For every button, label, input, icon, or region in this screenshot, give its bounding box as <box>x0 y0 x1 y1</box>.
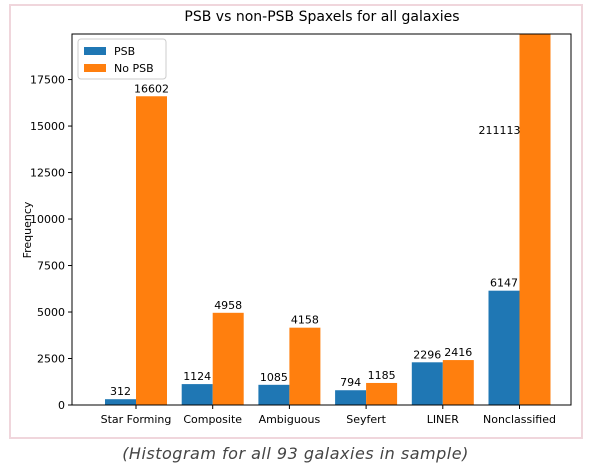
bar <box>136 96 167 405</box>
frame <box>9 4 583 439</box>
chart-title: PSB vs non-PSB Spaxels for all galaxies <box>184 9 459 25</box>
value-label: 1124 <box>183 370 211 383</box>
y-tick-label: 0 <box>58 399 65 412</box>
legend-swatch <box>84 47 106 55</box>
value-label: 4958 <box>214 299 242 312</box>
y-axis-label: Frequency <box>21 201 34 258</box>
y-tick-label: 5000 <box>37 306 65 319</box>
bar <box>258 384 290 405</box>
value-label: 2416 <box>444 346 472 359</box>
bar <box>488 290 520 405</box>
x-tick-label: Seyfert <box>346 413 386 426</box>
bar <box>105 399 136 405</box>
x-tick-label: Nonclassified <box>483 413 556 426</box>
bar <box>181 384 213 405</box>
x-tick-label: Star Forming <box>101 413 172 426</box>
x-tick-label: Ambiguous <box>259 413 321 426</box>
y-tick-label: 17500 <box>30 74 65 87</box>
value-label: 4158 <box>291 314 319 327</box>
value-label: 2296 <box>413 348 441 361</box>
bar <box>289 327 321 405</box>
value-label: 16602 <box>134 82 169 95</box>
value-label: 312 <box>110 385 131 398</box>
value-label: 211113 <box>479 124 521 137</box>
caption: (Histogram for all 93 galaxies in sample… <box>122 444 469 463</box>
chart: PSB vs non-PSB Spaxels for all galaxies … <box>21 9 572 426</box>
bar <box>366 382 398 405</box>
value-label: 1185 <box>368 369 396 382</box>
value-label: 1085 <box>260 371 288 384</box>
value-label: 6147 <box>490 277 518 290</box>
bars <box>105 34 551 405</box>
y-tick-label: 10000 <box>30 213 65 226</box>
y-tick-label: 15000 <box>30 120 65 133</box>
y-tick-label: 12500 <box>30 167 65 180</box>
y-tick-label: 7500 <box>37 260 65 273</box>
bar <box>519 34 551 405</box>
y-tick-label: 2500 <box>37 353 65 366</box>
value-label: 794 <box>340 376 361 389</box>
bar <box>442 360 474 405</box>
x-tick-label: LINER <box>427 413 460 426</box>
x-tick-label: Composite <box>183 413 242 426</box>
legend-label: No PSB <box>114 62 154 75</box>
bar <box>335 390 367 405</box>
bar <box>212 312 244 405</box>
legend-swatch <box>84 64 106 72</box>
legend-label: PSB <box>114 45 135 58</box>
bar <box>411 362 443 405</box>
